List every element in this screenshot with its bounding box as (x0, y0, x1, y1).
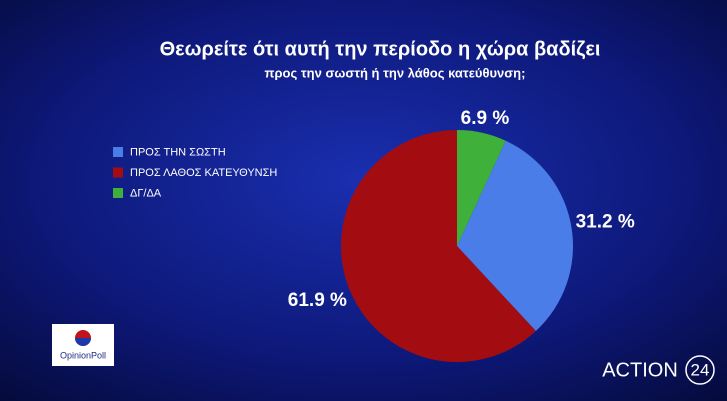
chart-title: Θεωρείτε ότι αυτή την περίοδο η χώρα βαδ… (160, 38, 601, 60)
data-label: 6.9 % (461, 108, 510, 129)
logo-mark (75, 338, 91, 346)
legend-label: ΠΡΟΣ ΛΑΘΟΣ ΚΑΤΕΥΘΥΝΣΗ (130, 167, 277, 179)
legend-swatch (113, 147, 123, 157)
pie-slice (457, 130, 506, 246)
pie-slice (457, 140, 573, 332)
data-label: 31.2 % (576, 212, 635, 233)
legend-label: ΔΓ/ΔΑ (130, 187, 162, 199)
channel-circle (685, 355, 715, 385)
legend-label: ΠΡΟΣ ΤΗΝ ΣΩΣΤΗ (130, 146, 226, 158)
channel-name: ACTION (602, 359, 678, 381)
poll-logo: OpinionPoll (52, 324, 114, 366)
data-label: 61.9 % (288, 290, 347, 311)
pie-slice (341, 130, 536, 362)
chart-subtitle: προς την σωστή ή την λάθος κατεύθυνση; (265, 65, 526, 80)
channel-number: 24 (691, 360, 710, 379)
legend-swatch (113, 188, 123, 198)
poll-name: OpinionPoll (60, 350, 106, 360)
legend-swatch (113, 167, 123, 178)
